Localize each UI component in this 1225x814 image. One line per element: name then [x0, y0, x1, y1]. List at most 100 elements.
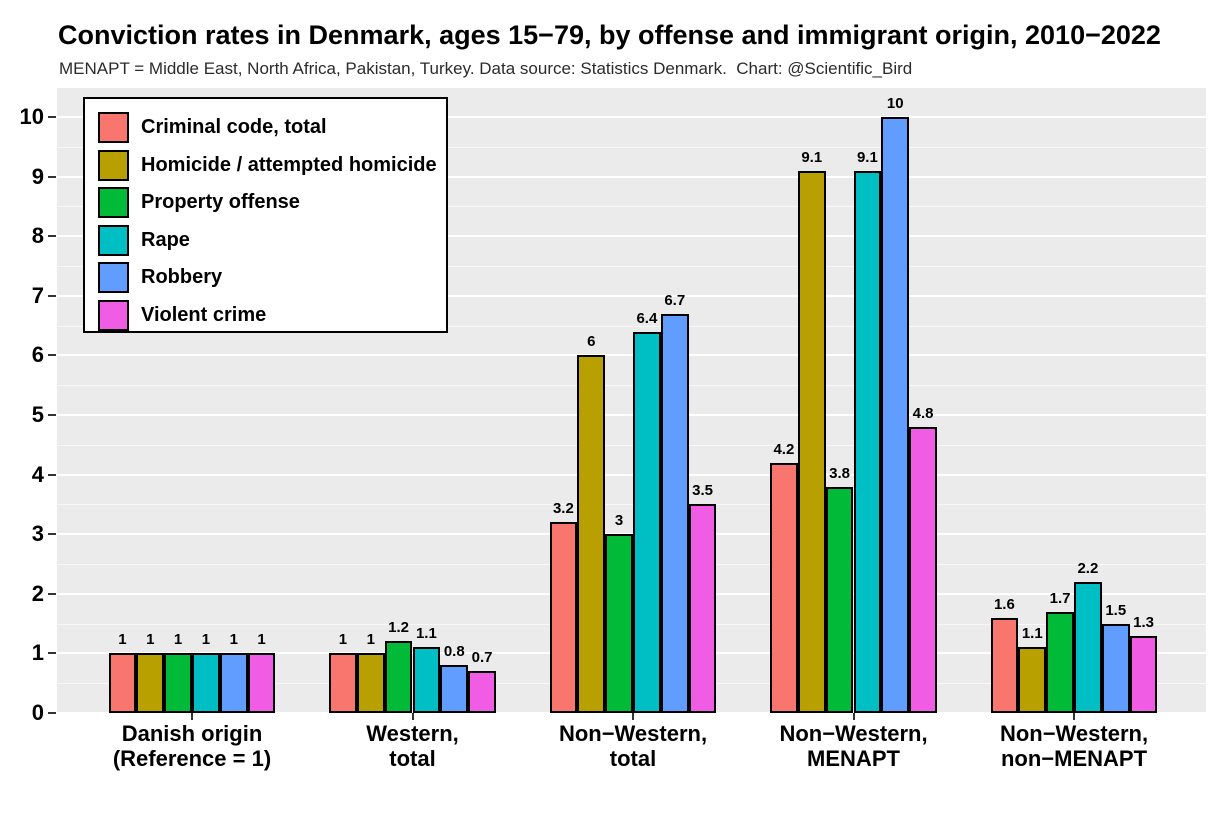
gridline-major — [57, 294, 1206, 297]
bar-property-offense-group1 — [164, 653, 192, 713]
bar-violent-crime-group5 — [1129, 635, 1158, 713]
legend-item: Rape — [98, 224, 436, 256]
y-axis-label: 7 — [31, 282, 44, 308]
bar-value-label: 6.4 — [636, 309, 658, 327]
bar-robbery-group4 — [881, 117, 910, 713]
bar-value-label: 2.2 — [1077, 559, 1099, 577]
bar-criminal-code-total-group2 — [329, 653, 357, 713]
legend-swatch-violent-crime — [98, 299, 129, 331]
y-axis-label: 2 — [31, 580, 44, 606]
bar-criminal-code-total-group4 — [770, 462, 798, 713]
legend-label: Criminal code, total — [141, 116, 327, 138]
x-axis-tick — [852, 713, 855, 720]
bar-value-label: 1.2 — [388, 619, 409, 637]
bar-value-label: 1 — [173, 631, 183, 649]
bar-value-label: 1.3 — [1133, 613, 1154, 631]
legend-swatch-robbery — [98, 262, 129, 293]
bar-value-label: 3.2 — [552, 500, 574, 518]
bar-value-label: 3.8 — [829, 464, 850, 482]
y-axis-tick — [48, 175, 56, 178]
bar-homicide-attempted-homicide-group5 — [1018, 647, 1047, 713]
y-axis-label: 10 — [19, 104, 44, 129]
legend-swatch-criminal-code-total — [98, 112, 129, 143]
gridline-minor — [57, 385, 1206, 387]
x-axis-category-line: non−MENAPT — [1000, 746, 1148, 771]
chart-subtitle: MENAPT = Middle East, North Africa, Paki… — [59, 59, 913, 78]
bar-value-label: 4.8 — [912, 404, 934, 422]
bar-value-label: 1 — [229, 631, 238, 649]
legend-label: Property offense — [141, 191, 300, 213]
y-axis-tick — [48, 354, 56, 357]
bar-value-label: 0.7 — [471, 649, 493, 667]
bar-violent-crime-group2 — [468, 671, 496, 713]
bar-robbery-group3 — [660, 313, 689, 713]
bar-rape-group1 — [192, 653, 220, 713]
bar-value-label: 3.5 — [692, 482, 713, 500]
legend-swatch-rape — [98, 224, 129, 256]
legend-swatch-homicide-attempted-homicide — [98, 149, 129, 181]
y-axis-tick — [48, 116, 56, 118]
bar-value-label: 1 — [146, 631, 155, 649]
gridline-minor — [57, 266, 1206, 267]
x-axis-category-line: Western, — [366, 721, 459, 746]
bar-robbery-group2 — [440, 665, 469, 713]
y-axis-tick — [48, 414, 56, 416]
bar-violent-crime-group1 — [247, 653, 276, 713]
bar-value-label: 10 — [886, 95, 904, 112]
x-axis-category-label: Non−Western, non−MENAPT — [959, 721, 1189, 771]
legend-label: Robbery — [141, 266, 223, 288]
gridline-major — [57, 712, 1206, 714]
bar-value-label: 1 — [338, 631, 348, 649]
x-axis-category-label: Non−Western, total — [518, 721, 748, 771]
gridline-major — [57, 235, 1206, 238]
x-axis-tick — [411, 713, 414, 720]
bar-violent-crime-group3 — [688, 504, 717, 713]
x-axis-category-line: Non−Western, — [558, 721, 708, 746]
y-axis-tick — [48, 473, 56, 476]
legend-item: Criminal code, total — [98, 112, 436, 143]
y-axis-tick — [48, 533, 56, 536]
bar-property-offense-group2 — [384, 641, 413, 713]
bar-criminal-code-total-group1 — [108, 653, 137, 713]
bar-rape-group4 — [853, 170, 882, 713]
legend-item: Violent crime — [98, 299, 436, 331]
y-axis-label: 9 — [31, 163, 44, 189]
bar-violent-crime-group4 — [909, 426, 937, 713]
gridline-minor — [57, 325, 1206, 327]
bar-homicide-attempted-homicide-group3 — [577, 355, 606, 713]
gridline-major — [57, 116, 1206, 118]
legend-label: Rape — [141, 228, 190, 251]
y-axis-tick — [48, 712, 56, 714]
bar-property-offense-group5 — [1046, 611, 1074, 713]
legend-item: Property offense — [98, 187, 436, 218]
bar-value-label: 6.7 — [664, 291, 686, 309]
y-axis-tick — [48, 235, 56, 238]
y-axis-tick — [48, 294, 56, 297]
x-axis-category-label: Danish origin (Reference = 1) — [77, 721, 307, 771]
y-axis-label: 6 — [31, 342, 44, 368]
legend-item: Robbery — [98, 262, 436, 293]
x-axis-category-line: Non−Western, — [999, 721, 1149, 746]
chart-title: Conviction rates in Denmark, ages 15−79,… — [58, 20, 1161, 50]
gridline-minor — [57, 146, 1206, 148]
bar-value-label: 1 — [366, 631, 375, 649]
bar-value-label: 1.1 — [415, 625, 437, 643]
bar-value-label: 3 — [614, 512, 624, 530]
x-axis-tick — [191, 713, 193, 720]
y-axis-label: 0 — [31, 700, 44, 725]
bar-value-label: 1.5 — [1105, 601, 1127, 619]
bar-homicide-attempted-homicide-group2 — [356, 653, 385, 713]
x-axis-category-line: total — [389, 746, 436, 771]
legend-item: Homicide / attempted homicide — [98, 149, 437, 181]
bar-value-label: 9.1 — [801, 148, 823, 166]
bar-rape-group5 — [1074, 581, 1102, 713]
bar-value-label: 6 — [587, 333, 596, 351]
bar-property-offense-group4 — [825, 486, 854, 713]
x-axis-tick — [1073, 713, 1075, 720]
gridline-minor — [57, 444, 1206, 446]
gridline-minor — [57, 504, 1206, 506]
bar-property-offense-group3 — [605, 534, 633, 713]
legend-label: Violent crime — [141, 303, 267, 326]
y-axis-label: 1 — [31, 640, 44, 666]
